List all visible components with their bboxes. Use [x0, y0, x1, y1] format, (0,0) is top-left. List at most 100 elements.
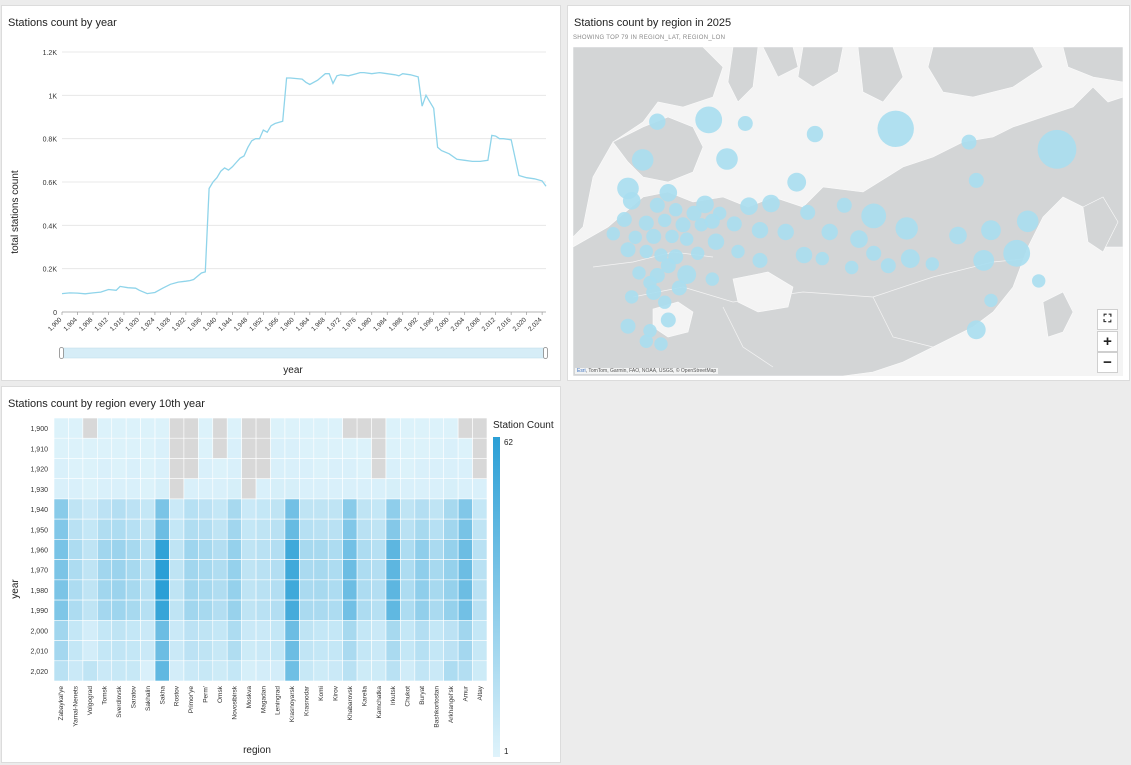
heatmap-cell[interactable] [284, 437, 300, 459]
heatmap-cell[interactable] [68, 620, 84, 641]
heatmap-cell[interactable] [154, 518, 170, 540]
map-bubble[interactable] [695, 106, 723, 134]
heatmap-cell[interactable] [226, 620, 242, 641]
heatmap-cell[interactable] [68, 518, 84, 540]
map-bubble[interactable] [752, 252, 768, 268]
heatmap-cell[interactable] [97, 458, 113, 479]
map-bubble[interactable] [973, 250, 995, 271]
heatmap-cell[interactable] [400, 620, 416, 641]
heatmap-cell[interactable] [68, 660, 84, 682]
heatmap-cell[interactable] [241, 559, 257, 581]
heatmap-cell[interactable] [154, 559, 170, 581]
heatmap-cell[interactable] [255, 478, 271, 500]
heatmap-cell[interactable] [111, 620, 127, 641]
heatmap-cell[interactable] [169, 417, 185, 439]
heatmap-cell[interactable] [371, 498, 387, 520]
map-bubble[interactable] [861, 203, 887, 229]
heatmap-cell[interactable] [255, 660, 271, 682]
heatmap-cell[interactable] [226, 437, 242, 459]
heatmap-cell[interactable] [414, 518, 430, 540]
heatmap-cell[interactable] [313, 559, 329, 581]
map-bubble[interactable] [895, 217, 918, 240]
heatmap-cell[interactable] [169, 640, 185, 662]
map-bubble[interactable] [716, 148, 738, 170]
heatmap-cell[interactable] [183, 498, 199, 520]
heatmap-cell[interactable] [183, 417, 199, 439]
map-bubble[interactable] [680, 232, 694, 246]
heatmap-cell[interactable] [327, 458, 343, 479]
heatmap-cell[interactable] [299, 559, 315, 581]
heatmap-cell[interactable] [443, 599, 459, 621]
heatmap-cell[interactable] [299, 458, 315, 479]
heatmap-cell[interactable] [212, 437, 228, 459]
heatmap-cell[interactable] [428, 640, 444, 662]
heatmap-cell[interactable] [299, 640, 315, 662]
heatmap-cell[interactable] [53, 478, 69, 500]
heatmap-cell[interactable] [428, 539, 444, 560]
map-bubble[interactable] [981, 220, 1001, 241]
map-bubble[interactable] [675, 217, 691, 233]
heatmap-cell[interactable] [154, 498, 170, 520]
heatmap-cell[interactable] [125, 437, 141, 459]
heatmap-cell[interactable] [385, 599, 401, 621]
heatmap-cell[interactable] [68, 640, 84, 662]
map-bubble[interactable] [705, 272, 719, 286]
heatmap-cell[interactable] [154, 437, 170, 459]
heatmap-cell[interactable] [183, 518, 199, 540]
heatmap-cell[interactable] [327, 599, 343, 621]
heatmap-cell[interactable] [212, 478, 228, 500]
heatmap-cell[interactable] [371, 559, 387, 581]
heatmap-cell[interactable] [226, 640, 242, 662]
heatmap-cell[interactable] [97, 417, 113, 439]
heatmap-cell[interactable] [68, 559, 84, 581]
heatmap-cell[interactable] [414, 498, 430, 520]
heatmap-cell[interactable] [183, 579, 199, 601]
heatmap-cell[interactable] [82, 498, 98, 520]
heatmap-cell[interactable] [270, 478, 286, 500]
heatmap-cell[interactable] [111, 498, 127, 520]
heatmap-cell[interactable] [443, 579, 459, 601]
heatmap-cell[interactable] [342, 559, 358, 581]
heatmap-cell[interactable] [313, 478, 329, 500]
heatmap-cell[interactable] [371, 539, 387, 560]
heatmap-cell[interactable] [198, 640, 214, 662]
heatmap-cell[interactable] [428, 417, 444, 439]
heatmap-cell[interactable] [313, 498, 329, 520]
heatmap-cell[interactable] [342, 478, 358, 500]
map-bubble[interactable] [821, 223, 838, 241]
esri-link[interactable]: Esri [577, 368, 586, 374]
heatmap-cell[interactable] [125, 458, 141, 479]
heatmap-cell[interactable] [356, 539, 372, 560]
heatmap-cell[interactable] [457, 478, 473, 500]
heatmap-cell[interactable] [313, 660, 329, 682]
heatmap-cell[interactable] [140, 539, 156, 560]
heatmap-cell[interactable] [414, 539, 430, 560]
heatmap-cell[interactable] [212, 579, 228, 601]
map-bubble[interactable] [877, 110, 914, 147]
heatmap-cell[interactable] [154, 539, 170, 560]
heatmap-cell[interactable] [313, 518, 329, 540]
heatmap-cell[interactable] [241, 417, 257, 439]
heatmap-cell[interactable] [154, 458, 170, 479]
heatmap-cell[interactable] [327, 437, 343, 459]
heatmap-cell[interactable] [428, 660, 444, 682]
heatmap-cell[interactable] [140, 599, 156, 621]
heatmap-cell[interactable] [255, 437, 271, 459]
heatmap-cell[interactable] [97, 579, 113, 601]
heatmap-cell[interactable] [169, 539, 185, 560]
heatmap-cell[interactable] [97, 437, 113, 459]
heatmap-cell[interactable] [472, 478, 488, 500]
heatmap-cell[interactable] [53, 599, 69, 621]
heatmap-cell[interactable] [241, 518, 257, 540]
heatmap-cell[interactable] [140, 559, 156, 581]
heatmap-cell[interactable] [414, 559, 430, 581]
map-bubble[interactable] [665, 229, 679, 244]
heatmap-cell[interactable] [356, 620, 372, 641]
heatmap-cell[interactable] [82, 559, 98, 581]
heatmap-cell[interactable] [270, 599, 286, 621]
heatmap-cell[interactable] [472, 498, 488, 520]
heatmap-cell[interactable] [212, 559, 228, 581]
heatmap-cell[interactable] [299, 539, 315, 560]
map-bubble[interactable] [660, 312, 676, 328]
heatmap-cell[interactable] [313, 599, 329, 621]
